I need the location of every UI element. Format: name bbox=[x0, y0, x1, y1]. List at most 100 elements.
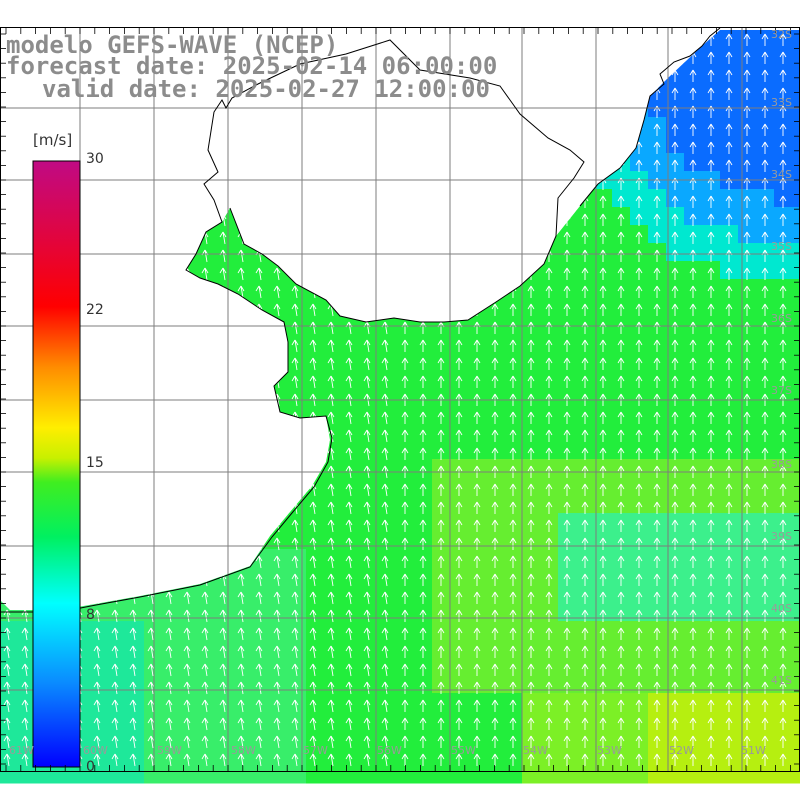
wind-cell bbox=[198, 585, 217, 604]
wind-arrow bbox=[491, 573, 499, 586]
wind-cell bbox=[378, 675, 397, 694]
wind-arrow bbox=[491, 537, 499, 550]
wind-arrow bbox=[779, 213, 787, 226]
wind-arrow bbox=[165, 663, 173, 677]
wind-arrow bbox=[309, 735, 317, 749]
wind-cell bbox=[360, 513, 379, 532]
wind-arrow bbox=[401, 627, 409, 640]
wind-cell bbox=[342, 639, 361, 658]
wind-cell bbox=[108, 675, 127, 694]
wind-cell bbox=[306, 693, 325, 712]
wind-arrow bbox=[617, 267, 625, 280]
wind-cell bbox=[216, 747, 235, 766]
wind-arrow bbox=[327, 627, 335, 641]
lat-lon-grid bbox=[0, 28, 800, 771]
wind-cell bbox=[666, 765, 685, 784]
wind-arrow bbox=[671, 483, 679, 496]
wind-arrow bbox=[635, 717, 643, 730]
wind-cell bbox=[306, 369, 325, 388]
wind-arrow bbox=[509, 627, 517, 640]
wind-arrow bbox=[617, 447, 625, 460]
wind-arrow bbox=[689, 375, 697, 388]
wind-arrow bbox=[309, 501, 317, 515]
wind-cell bbox=[324, 675, 343, 694]
wind-arrow bbox=[291, 375, 299, 389]
wind-arrow bbox=[291, 699, 299, 713]
wind-arrow bbox=[599, 537, 607, 550]
wind-arrow bbox=[3, 735, 11, 749]
wind-arrow bbox=[401, 447, 409, 460]
wind-arrow bbox=[761, 681, 769, 694]
wind-arrow bbox=[671, 645, 679, 658]
wind-arrow bbox=[653, 285, 661, 298]
wind-arrow bbox=[363, 717, 371, 731]
wind-cell bbox=[0, 729, 19, 748]
wind-arrow bbox=[581, 375, 589, 388]
wind-arrow bbox=[563, 411, 571, 424]
wind-arrow bbox=[653, 213, 661, 226]
wind-arrow bbox=[653, 411, 661, 424]
wind-arrow bbox=[363, 753, 371, 767]
wind-cell bbox=[90, 711, 109, 730]
wind-cell bbox=[0, 747, 19, 766]
wind-arrow bbox=[689, 591, 697, 604]
wind-arrow bbox=[491, 645, 499, 658]
wind-arrow bbox=[545, 501, 553, 514]
wind-arrow bbox=[581, 303, 589, 316]
wind-arrow bbox=[635, 699, 643, 712]
wind-cell bbox=[162, 603, 181, 622]
lon-label: 58W bbox=[231, 744, 256, 757]
wind-arrow bbox=[725, 213, 733, 226]
wind-arrow bbox=[381, 429, 389, 443]
wind-arrow bbox=[779, 375, 787, 388]
wind-arrow bbox=[599, 483, 607, 496]
wind-arrow bbox=[599, 699, 607, 712]
wind-arrow bbox=[563, 753, 571, 766]
wind-cell bbox=[234, 729, 253, 748]
wind-arrow bbox=[201, 645, 209, 659]
wind-arrow bbox=[581, 213, 589, 226]
wind-arrow bbox=[743, 519, 751, 532]
colorbar-tick-15: 15 bbox=[86, 455, 104, 471]
wind-arrow bbox=[653, 645, 661, 658]
wind-cell bbox=[270, 279, 289, 298]
wind-arrow bbox=[779, 195, 787, 208]
wind-arrow bbox=[581, 231, 589, 244]
wind-arrow bbox=[363, 735, 371, 749]
wind-cell bbox=[342, 387, 361, 406]
wind-arrow bbox=[707, 231, 715, 244]
wind-arrow bbox=[291, 735, 299, 749]
wind-cell bbox=[252, 765, 271, 784]
wind-arrow bbox=[345, 537, 353, 551]
wind-arrow bbox=[779, 537, 787, 550]
wind-cell bbox=[180, 621, 199, 640]
wind-arrow bbox=[725, 429, 733, 442]
wind-arrow bbox=[291, 645, 299, 659]
wind-arrow bbox=[527, 627, 535, 640]
wind-arrow bbox=[653, 609, 661, 622]
wind-arrow bbox=[563, 339, 571, 352]
wind-cell bbox=[234, 675, 253, 694]
wind-cell bbox=[90, 639, 109, 658]
wind-arrow bbox=[779, 231, 787, 244]
wind-cell bbox=[108, 621, 127, 640]
lon-label: 59W bbox=[157, 744, 182, 757]
wind-cell bbox=[324, 567, 343, 586]
wind-arrow bbox=[725, 573, 733, 586]
wind-arrow bbox=[779, 519, 787, 532]
wind-arrow bbox=[237, 699, 245, 713]
lon-label: 53W bbox=[597, 744, 622, 757]
wind-arrow bbox=[635, 303, 643, 316]
wind-arrow bbox=[545, 285, 553, 298]
wind-arrow bbox=[635, 735, 643, 748]
wind-arrow bbox=[545, 303, 553, 316]
wind-arrow bbox=[273, 591, 281, 605]
wind-arrow bbox=[761, 375, 769, 388]
wind-arrow bbox=[363, 375, 371, 389]
wind-arrow bbox=[671, 735, 679, 748]
wind-arrow bbox=[635, 483, 643, 496]
wind-cell bbox=[162, 729, 181, 748]
wind-cell bbox=[648, 765, 667, 784]
wind-arrow bbox=[401, 555, 409, 568]
wind-cell bbox=[324, 405, 343, 424]
